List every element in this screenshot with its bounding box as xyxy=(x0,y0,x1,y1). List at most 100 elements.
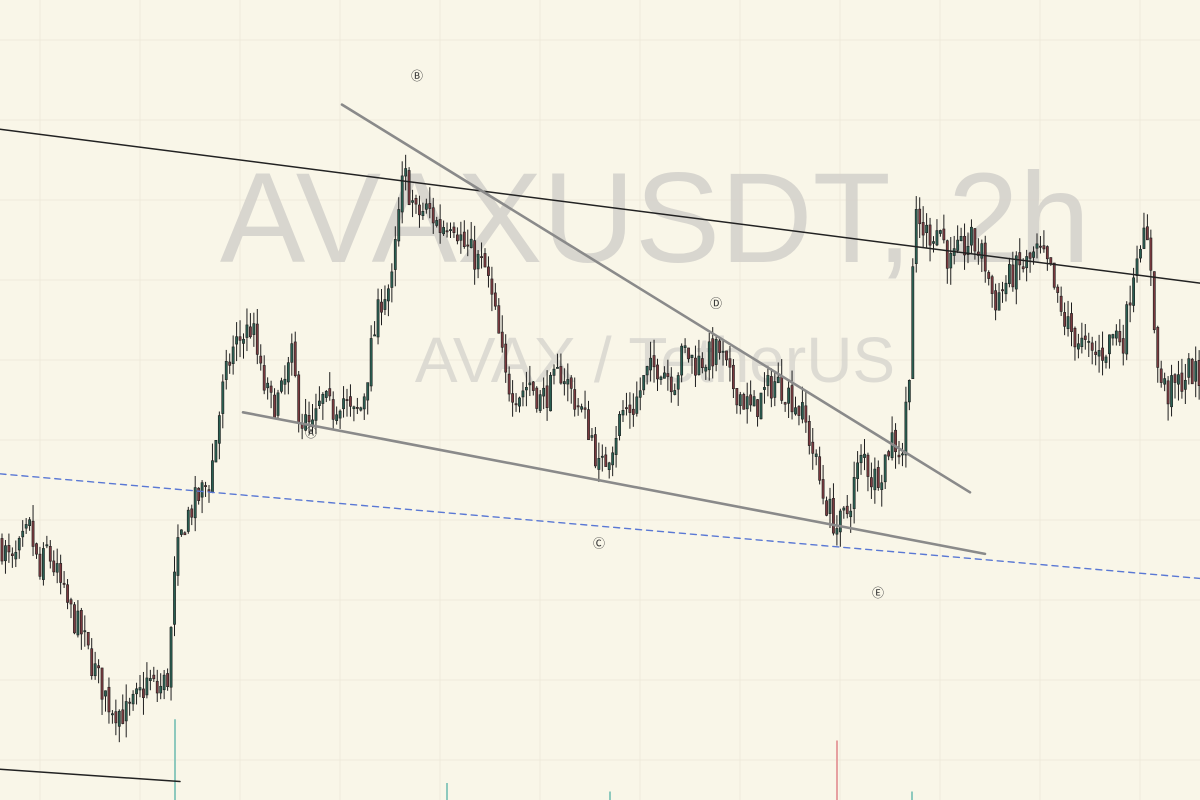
candle[interactable] xyxy=(307,401,311,434)
candle[interactable] xyxy=(373,321,377,337)
candle[interactable] xyxy=(745,382,749,424)
candle[interactable] xyxy=(873,457,877,504)
candle[interactable] xyxy=(662,366,666,379)
candle[interactable] xyxy=(1111,333,1115,346)
candle[interactable] xyxy=(190,504,194,526)
candle[interactable] xyxy=(600,444,604,472)
candle[interactable] xyxy=(690,354,694,374)
candle[interactable] xyxy=(193,475,197,532)
candle[interactable] xyxy=(676,372,680,406)
candle[interactable] xyxy=(10,547,14,568)
candle[interactable] xyxy=(518,396,521,413)
candle[interactable] xyxy=(407,167,411,206)
candle[interactable] xyxy=(349,384,352,417)
trendline-support[interactable] xyxy=(0,473,1200,580)
candle[interactable] xyxy=(135,682,138,705)
candle[interactable] xyxy=(704,364,708,380)
candle[interactable] xyxy=(883,454,887,490)
candle[interactable] xyxy=(669,367,673,403)
candle[interactable] xyxy=(683,338,687,354)
candle[interactable] xyxy=(752,390,756,407)
candle[interactable] xyxy=(280,377,283,394)
candle[interactable] xyxy=(331,391,335,430)
candle[interactable] xyxy=(186,506,190,534)
candle[interactable] xyxy=(83,615,87,647)
candle[interactable] xyxy=(783,401,787,412)
candle[interactable] xyxy=(69,597,73,619)
candle[interactable] xyxy=(176,524,180,586)
candle[interactable] xyxy=(480,242,483,269)
candle[interactable] xyxy=(970,219,973,254)
candle[interactable] xyxy=(459,221,463,254)
candle[interactable] xyxy=(224,349,228,390)
candle[interactable] xyxy=(38,546,42,580)
candle[interactable] xyxy=(124,684,128,738)
candle[interactable] xyxy=(1183,363,1187,404)
candle[interactable] xyxy=(607,461,611,479)
candle[interactable] xyxy=(418,195,421,228)
candle[interactable] xyxy=(800,386,804,424)
candle[interactable] xyxy=(566,363,570,402)
candle[interactable] xyxy=(62,571,66,588)
candle[interactable] xyxy=(511,380,515,417)
candle[interactable] xyxy=(604,446,608,467)
candle[interactable] xyxy=(835,515,839,546)
candle[interactable] xyxy=(290,333,294,376)
candle[interactable] xyxy=(845,494,849,519)
candle[interactable] xyxy=(597,442,601,482)
candle[interactable] xyxy=(1028,251,1032,273)
trendline-triangle-upper[interactable] xyxy=(340,103,972,494)
candle[interactable] xyxy=(994,283,998,321)
candle[interactable] xyxy=(1052,262,1056,290)
candle[interactable] xyxy=(76,600,80,638)
candle[interactable] xyxy=(269,380,273,409)
candle[interactable] xyxy=(17,536,21,559)
candle[interactable] xyxy=(649,341,653,382)
candle[interactable] xyxy=(718,338,722,360)
candle[interactable] xyxy=(818,446,822,485)
candle[interactable] xyxy=(1094,340,1098,366)
candle[interactable] xyxy=(1152,271,1156,334)
candle[interactable] xyxy=(231,335,235,375)
candle[interactable] xyxy=(680,343,684,383)
candle[interactable] xyxy=(276,389,280,420)
candle[interactable] xyxy=(1018,238,1022,281)
candle[interactable] xyxy=(1104,354,1108,369)
candle[interactable] xyxy=(1066,300,1070,337)
candle[interactable] xyxy=(397,197,401,247)
candle[interactable] xyxy=(173,556,176,637)
candle[interactable] xyxy=(493,283,497,310)
candle[interactable] xyxy=(1090,336,1094,365)
candle[interactable] xyxy=(645,365,649,385)
candle[interactable] xyxy=(731,359,735,399)
candle[interactable] xyxy=(1139,245,1142,263)
candle[interactable] xyxy=(814,449,818,466)
candle[interactable] xyxy=(200,480,204,514)
candle[interactable] xyxy=(611,446,615,477)
candle[interactable] xyxy=(790,370,794,420)
candle[interactable] xyxy=(390,263,394,303)
candle[interactable] xyxy=(773,370,777,407)
candle[interactable] xyxy=(1025,249,1029,282)
candle[interactable] xyxy=(490,266,494,312)
candle[interactable] xyxy=(107,677,111,724)
candle[interactable] xyxy=(866,452,870,492)
candle[interactable] xyxy=(921,206,925,248)
candle[interactable] xyxy=(1159,360,1163,388)
candle[interactable] xyxy=(545,370,549,421)
candle[interactable] xyxy=(904,386,908,468)
candle[interactable] xyxy=(514,393,518,412)
candle[interactable] xyxy=(742,392,746,410)
candle[interactable] xyxy=(714,336,718,372)
candle[interactable] xyxy=(111,710,114,724)
candle[interactable] xyxy=(59,554,63,595)
candle[interactable] xyxy=(1128,285,1132,323)
candle[interactable] xyxy=(763,372,766,404)
candle[interactable] xyxy=(1187,353,1191,385)
candle[interactable] xyxy=(304,398,308,432)
candle[interactable] xyxy=(1083,324,1087,350)
candle[interactable] xyxy=(228,353,232,374)
candle[interactable] xyxy=(932,236,935,253)
candle[interactable] xyxy=(487,256,490,288)
candle[interactable] xyxy=(0,533,4,565)
